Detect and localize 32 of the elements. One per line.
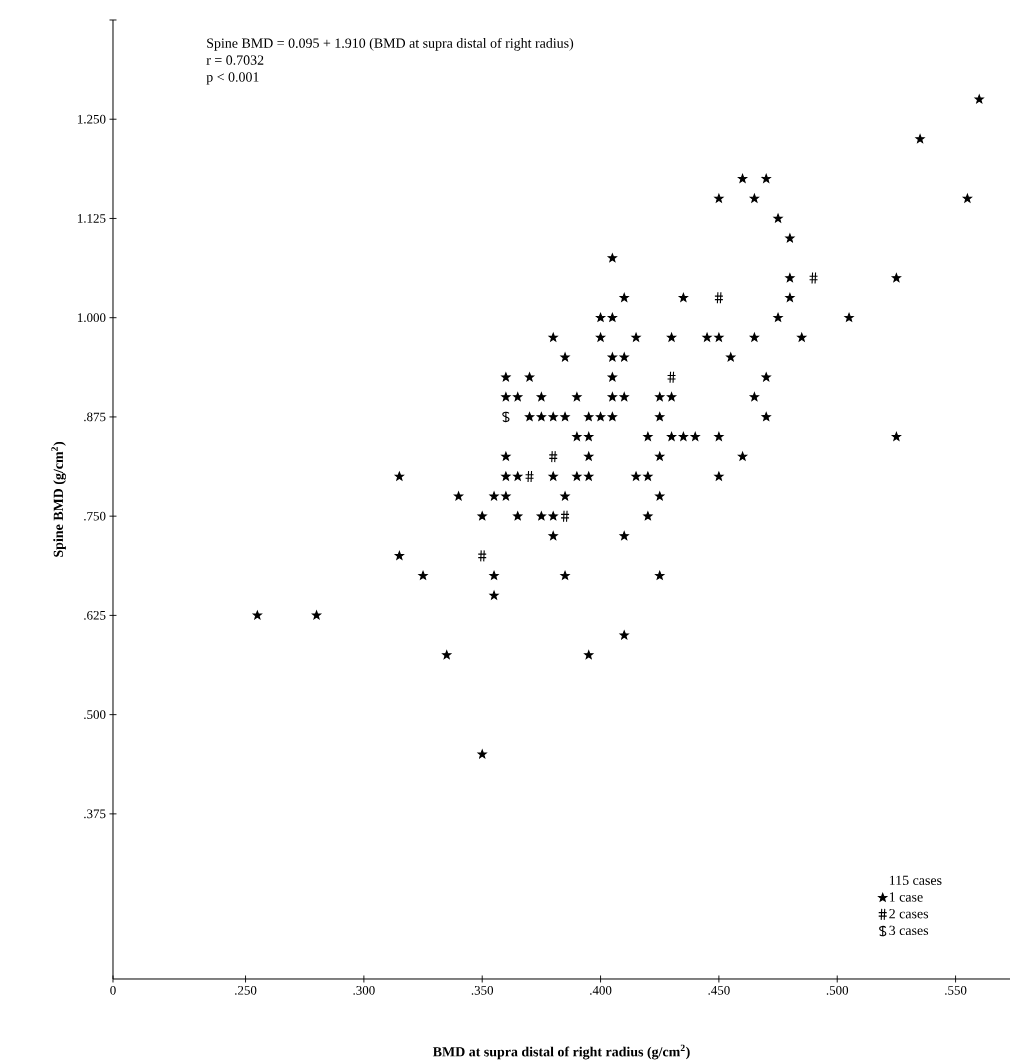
point	[477, 549, 487, 562]
x-tick-label: .550	[945, 986, 967, 995]
y-tick-label: 1.250	[77, 114, 106, 124]
y-tick-label: .875	[84, 412, 106, 422]
x-tick-label: .450	[708, 986, 730, 995]
y-tick-label: .625	[84, 611, 106, 620]
y-tick-label: .750	[84, 511, 106, 521]
x-tick-label: .300	[353, 986, 375, 995]
x-axis-title: BMD at supra distal of right radius (g/cm$^{2}$)	[432, 1044, 690, 1060]
point	[667, 371, 677, 384]
point	[809, 271, 819, 285]
y-tick-label: .500	[84, 710, 106, 720]
x-tick-label: .250	[235, 986, 257, 995]
x-tick-label: .400	[590, 986, 612, 995]
annotation: r = 0.7032	[206, 55, 264, 65]
annotation: p < 0.001	[206, 72, 259, 85]
x-tick-label: 0	[110, 986, 116, 995]
x-tick-label: .500	[826, 986, 849, 995]
x-tick-label: .350	[471, 986, 494, 995]
y-axis-title: Spine BMD (g/cm$^{2}$)	[51, 442, 66, 557]
point	[560, 510, 570, 523]
point	[525, 470, 535, 483]
y-tick-label: 1.000	[77, 313, 106, 323]
y-tick-label: .375	[84, 809, 106, 819]
annotation: Spine BMD = 0.095 + 1.910 (BMD at supra distal of right radius)	[207, 37, 574, 51]
legend-label: 2 cases	[889, 909, 929, 919]
y-tick-label: 1.125	[77, 214, 106, 223]
legend-label: 3 cases	[889, 925, 929, 936]
point	[714, 291, 724, 304]
point	[548, 450, 558, 463]
legend-label: 1 case	[889, 892, 923, 902]
legend-title: 115 cases	[889, 875, 942, 885]
